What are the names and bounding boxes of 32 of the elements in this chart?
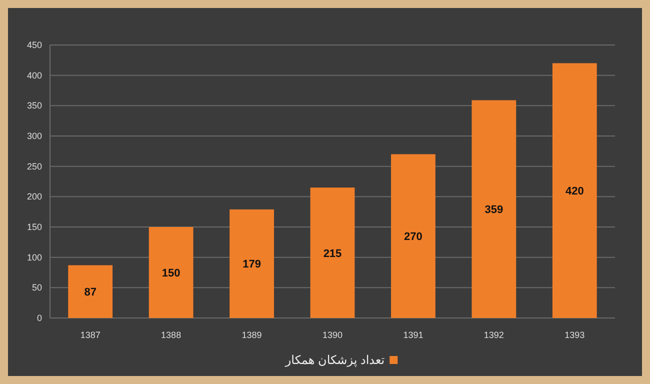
- y-tick-label: 350: [26, 100, 42, 111]
- bar: [472, 100, 516, 318]
- y-tick-label: 200: [26, 192, 42, 202]
- y-tick-label: 50: [32, 282, 42, 293]
- data-label: 420: [565, 186, 584, 198]
- x-tick-label: 1390: [322, 330, 343, 340]
- data-label: 215: [323, 248, 342, 260]
- x-tick-label: 1387: [80, 330, 100, 340]
- data-label: 359: [484, 204, 504, 216]
- bar: [310, 188, 355, 318]
- bar: [148, 227, 194, 318]
- data-label: 87: [84, 286, 96, 299]
- x-tick-label: 1391: [403, 330, 424, 340]
- x-tick-label: 1388: [161, 330, 182, 340]
- bar: [230, 209, 274, 318]
- data-label: 150: [162, 268, 180, 280]
- y-tick-label: 150: [26, 222, 42, 232]
- x-tick-label: 1393: [564, 330, 585, 340]
- y-tick-label: 400: [26, 70, 42, 80]
- y-tick-label: 250: [26, 161, 42, 172]
- x-tick-label: 1389: [242, 330, 262, 340]
- y-tick-label: 100: [26, 252, 42, 262]
- y-tick-label: 300: [26, 131, 42, 141]
- x-tick-label: 1392: [484, 330, 504, 340]
- bar: [391, 154, 436, 318]
- data-label: 270: [404, 231, 422, 244]
- bar: [68, 265, 113, 318]
- legend-label: تعداد پزشکان همکار: [284, 353, 385, 367]
- data-label: 179: [242, 258, 261, 271]
- y-tick-label: 450: [26, 40, 42, 50]
- y-tick-label: 0: [36, 313, 42, 323]
- bar: [552, 63, 597, 318]
